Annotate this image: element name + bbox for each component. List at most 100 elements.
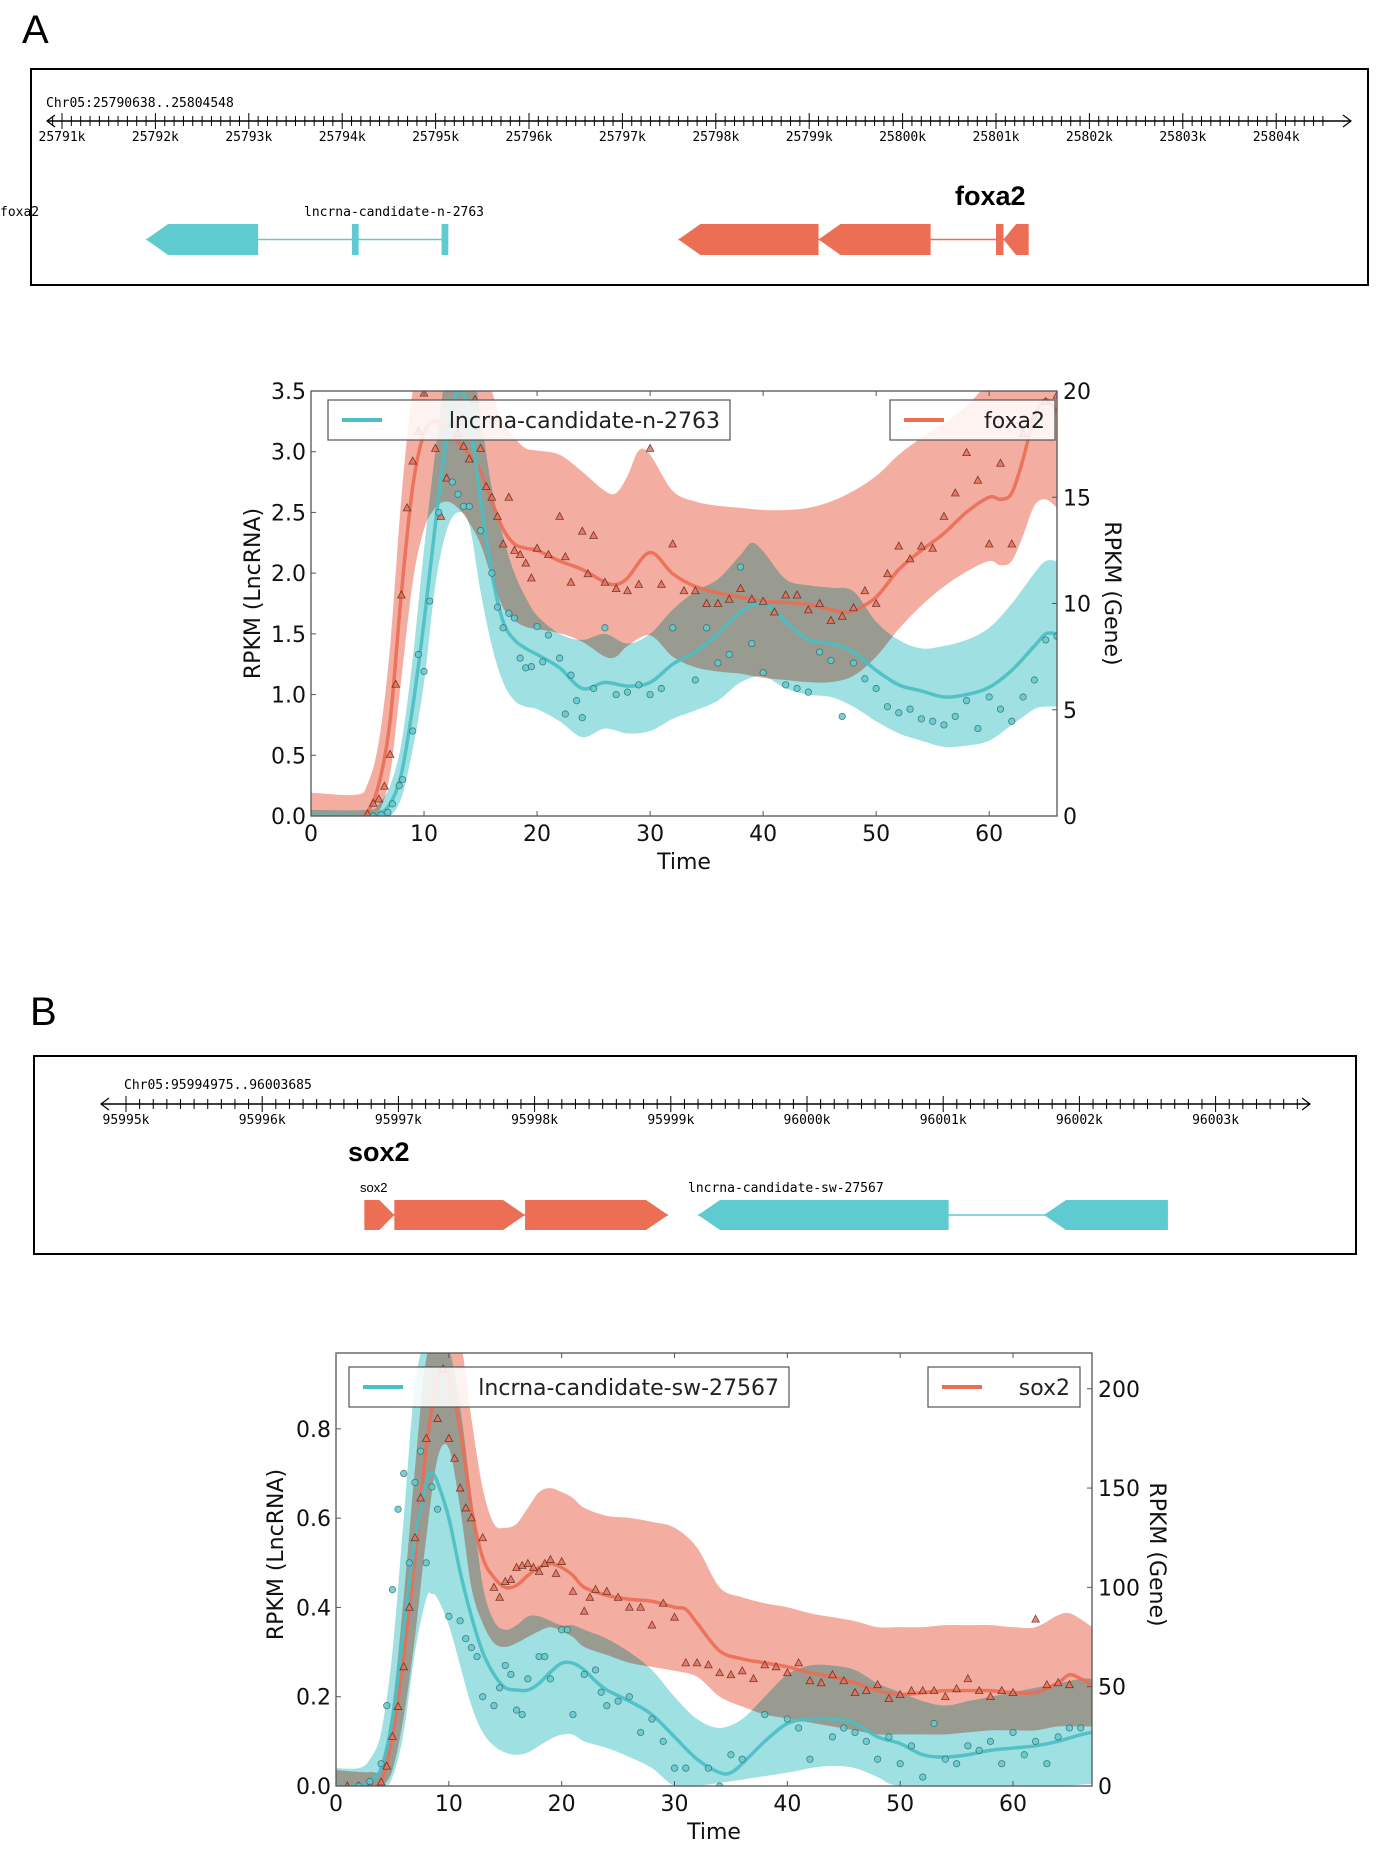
data-point-lncrna-candidate-sw-27567 bbox=[428, 1483, 436, 1491]
data-point-lncrna-candidate-n-2763 bbox=[499, 624, 507, 632]
y-left-tick-label: 2.5 bbox=[271, 501, 306, 526]
data-point-foxa2 bbox=[368, 798, 378, 807]
legend-left: lncrna-candidate-n-2763 bbox=[327, 399, 731, 441]
data-point-lncrna-candidate-n-2763 bbox=[940, 721, 948, 729]
genome-track-b-svg: Chr05:95994975..96003685 95995k 95996k 9599… bbox=[100, 1078, 1311, 1230]
data-point-lncrna-candidate-sw-27567 bbox=[896, 1760, 904, 1768]
ruler-tick-label: 95998k bbox=[511, 1113, 558, 1128]
y-right-tick-label: 5 bbox=[1063, 699, 1077, 724]
exon bbox=[1003, 224, 1029, 255]
y-left-tick-label: 1.5 bbox=[271, 623, 306, 648]
data-point-lncrna-candidate-n-2763 bbox=[929, 717, 937, 725]
data-point-lncrna-candidate-n-2763 bbox=[488, 569, 496, 577]
region-label: Chr05:25790638..25804548 bbox=[46, 96, 234, 111]
y-left-tick-label: 0.0 bbox=[296, 1775, 331, 1800]
y-right-axis-label: RPKM (Gene) bbox=[1144, 1482, 1169, 1626]
data-point-lncrna-candidate-n-2763 bbox=[388, 800, 396, 808]
exon bbox=[351, 224, 359, 255]
plot-frame bbox=[335, 1352, 1093, 1787]
ruler-tick-label: 25801k bbox=[973, 130, 1020, 145]
data-point-lncrna-candidate-n-2763 bbox=[556, 654, 564, 662]
data-point-foxa2 bbox=[724, 594, 734, 603]
ruler-tick-label: 96001k bbox=[920, 1113, 967, 1128]
data-point-foxa2 bbox=[815, 598, 825, 607]
data-point-lncrna-candidate-n-2763 bbox=[951, 712, 959, 721]
data-point-sox2 bbox=[681, 1658, 691, 1667]
data-point-sox2 bbox=[692, 1658, 702, 1667]
data-point-lncrna-candidate-n-2763 bbox=[527, 663, 536, 671]
legend-right: sox2 bbox=[927, 1366, 1081, 1408]
data-point-lncrna-candidate-sw-27567 bbox=[433, 1505, 442, 1513]
data-point-sox2 bbox=[602, 1586, 612, 1595]
confidence-band-sox2 bbox=[336, 1353, 1092, 1786]
ruler-tick-label: 25804k bbox=[1253, 130, 1300, 145]
data-point-sox2 bbox=[410, 1532, 420, 1542]
data-point-sox2 bbox=[393, 1701, 403, 1710]
data-point-lncrna-candidate-sw-27567 bbox=[659, 1737, 667, 1745]
region-label: Chr05:95994975..96003685 bbox=[124, 1078, 312, 1093]
y-left-tick-label: 3.5 bbox=[271, 380, 306, 405]
ruler-tick-label: 25800k bbox=[879, 130, 926, 145]
data-point-foxa2 bbox=[656, 579, 666, 588]
data-point-sox2 bbox=[404, 1602, 414, 1611]
data-point-lncrna-candidate-n-2763 bbox=[612, 690, 620, 699]
y-right-axis-label: RPKM (Gene) bbox=[1099, 521, 1124, 665]
ruler-tick-label: 25793k bbox=[225, 130, 272, 145]
data-point-lncrna-candidate-n-2763 bbox=[623, 688, 632, 696]
data-point-foxa2 bbox=[464, 454, 474, 463]
data-point-sox2 bbox=[918, 1685, 928, 1695]
data-point-lncrna-candidate-n-2763 bbox=[573, 697, 581, 705]
data-point-foxa2 bbox=[391, 679, 401, 688]
x-tick-label: 50 bbox=[862, 822, 890, 847]
data-point-lncrna-candidate-n-2763 bbox=[985, 693, 993, 701]
data-point-lncrna-candidate-sw-27567 bbox=[591, 1666, 600, 1674]
data-point-lncrna-candidate-sw-27567 bbox=[851, 1728, 859, 1737]
data-point-lncrna-candidate-n-2763 bbox=[657, 684, 665, 693]
data-point-lncrna-candidate-n-2763 bbox=[539, 658, 547, 666]
y-right-tick-label: 20 bbox=[1063, 380, 1091, 405]
data-point-lncrna-candidate-sw-27567 bbox=[885, 1733, 893, 1741]
data-point-lncrna-candidate-sw-27567 bbox=[840, 1724, 848, 1732]
x-axis-label: Time bbox=[656, 850, 711, 875]
data-point-foxa2 bbox=[481, 481, 491, 491]
ruler-tick-label: 25791k bbox=[39, 130, 86, 145]
data-point-lncrna-candidate-n-2763 bbox=[601, 624, 609, 632]
data-point-lncrna-candidate-sw-27567 bbox=[580, 1670, 588, 1679]
data-point-foxa2 bbox=[566, 577, 576, 586]
data-point-lncrna-candidate-sw-27567 bbox=[501, 1661, 509, 1670]
data-point-sox2 bbox=[461, 1503, 471, 1512]
data-point-lncrna-candidate-sw-27567 bbox=[930, 1719, 938, 1728]
data-point-sox2 bbox=[450, 1453, 459, 1462]
data-point-lncrna-candidate-n-2763 bbox=[544, 631, 552, 639]
data-point-foxa2 bbox=[526, 573, 536, 582]
data-point-lncrna-candidate-sw-27567 bbox=[417, 1447, 425, 1455]
data-point-lncrna-candidate-n-2763 bbox=[454, 490, 462, 498]
data-point-lncrna-candidate-n-2763 bbox=[703, 624, 711, 632]
y-left-tick-label: 0.2 bbox=[296, 1686, 331, 1711]
data-point-foxa2 bbox=[385, 749, 395, 758]
data-point-foxa2 bbox=[363, 809, 372, 816]
y-left-tick-label: 0.4 bbox=[296, 1596, 331, 1621]
data-point-foxa2 bbox=[509, 545, 519, 554]
data-point-foxa2 bbox=[690, 585, 700, 595]
data-point-foxa2 bbox=[1052, 391, 1057, 399]
gene-label: lncrna-candidate-sw-27567 bbox=[688, 1181, 884, 1196]
data-point-lncrna-candidate-n-2763 bbox=[476, 527, 485, 535]
data-point-lncrna-candidate-sw-27567 bbox=[783, 1715, 791, 1723]
data-point-lncrna-candidate-n-2763 bbox=[533, 622, 541, 631]
exon bbox=[394, 1200, 526, 1230]
data-point-lncrna-candidate-n-2763 bbox=[691, 676, 699, 684]
data-point-lncrna-candidate-sw-27567 bbox=[507, 1670, 515, 1679]
data-point-lncrna-candidate-sw-27567 bbox=[761, 1710, 769, 1719]
data-point-foxa2 bbox=[860, 585, 870, 595]
data-point-sox2 bbox=[624, 1602, 634, 1611]
data-point-lncrna-candidate-sw-27567 bbox=[998, 1760, 1006, 1768]
data-point-lncrna-candidate-sw-27567 bbox=[862, 1737, 870, 1745]
data-point-lncrna-candidate-sw-27567 bbox=[479, 1693, 487, 1701]
data-point-sox2 bbox=[523, 1558, 533, 1567]
data-point-foxa2 bbox=[459, 441, 469, 450]
data-point-lncrna-candidate-n-2763 bbox=[974, 724, 982, 733]
data-point-foxa2 bbox=[402, 503, 412, 512]
x-tick-label: 20 bbox=[548, 1792, 576, 1817]
data-point-foxa2 bbox=[442, 473, 452, 482]
